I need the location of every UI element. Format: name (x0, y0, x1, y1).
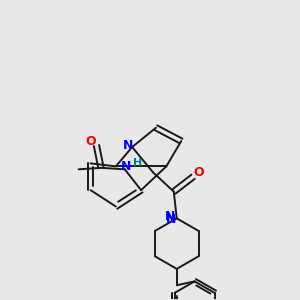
Text: O: O (86, 135, 97, 148)
Text: O: O (193, 166, 204, 179)
Text: N: N (121, 160, 131, 173)
Text: N: N (165, 210, 175, 224)
Text: H: H (134, 158, 143, 168)
Text: N: N (166, 213, 176, 226)
Text: N: N (122, 139, 133, 152)
